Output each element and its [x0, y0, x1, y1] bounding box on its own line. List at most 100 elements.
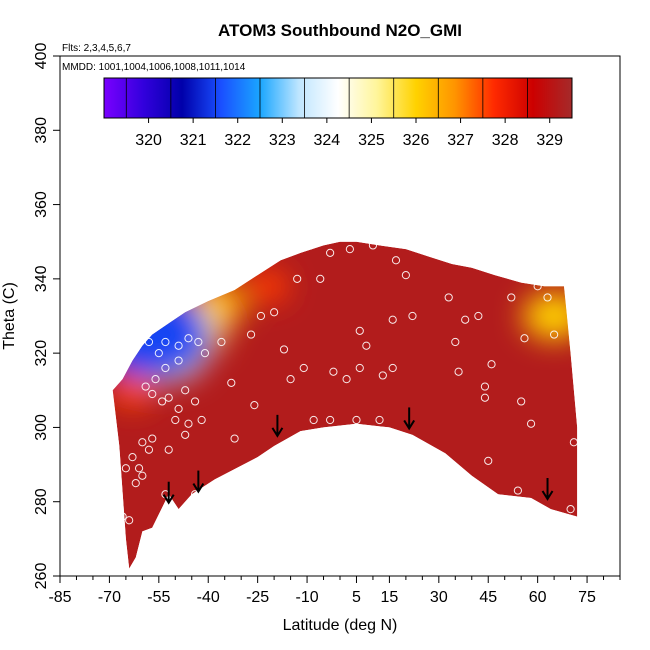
- observation-point: [197, 415, 206, 425]
- y-tick-label: 340: [33, 265, 50, 292]
- observation-point: [480, 393, 490, 402]
- observation-point: [293, 274, 302, 283]
- observation-point: [368, 241, 378, 250]
- observation-point: [345, 245, 354, 254]
- colorbar-tick-label: 323: [269, 132, 296, 149]
- field-anomaly: [245, 270, 290, 303]
- observation-point: [190, 397, 200, 406]
- observation-point: [299, 363, 308, 373]
- flights-annotation: Flts: 2,3,4,5,6,7: [62, 43, 131, 54]
- observation-point: [194, 337, 203, 347]
- colorbar-bar: [103, 77, 573, 119]
- arrow-marker: [403, 407, 416, 431]
- observation-point: [270, 308, 279, 317]
- x-tick-label: 30: [430, 589, 448, 606]
- observation-point: [566, 505, 575, 514]
- observation-point: [148, 434, 157, 443]
- observation-point: [141, 382, 150, 391]
- observation-point: [161, 363, 170, 373]
- x-tick-label: 45: [479, 589, 497, 606]
- observation-point: [401, 271, 410, 280]
- observation-point: [154, 349, 163, 358]
- observation-point: [144, 445, 154, 454]
- observation-point: [375, 415, 384, 425]
- colorbar-tick-label: 325: [358, 132, 385, 149]
- observation-point: [513, 486, 522, 495]
- y-tick-label: 380: [33, 117, 50, 144]
- observation-point: [543, 293, 552, 302]
- observation-point: [507, 293, 516, 302]
- x-tick-label: 15: [381, 589, 399, 606]
- y-tick-label: 320: [33, 340, 50, 367]
- observation-point: [362, 341, 371, 350]
- observation-point: [138, 438, 147, 447]
- colorbar-tick-label: 326: [403, 132, 430, 149]
- field-anomaly: [112, 373, 155, 407]
- observation-point: [246, 330, 256, 339]
- observation-point: [134, 464, 144, 473]
- observation-point: [144, 337, 154, 347]
- downward-arrows: [162, 407, 554, 505]
- observation-point: [444, 293, 453, 302]
- observation-point: [352, 415, 361, 425]
- observation-point: [121, 464, 130, 473]
- x-tick-label: 5: [352, 589, 361, 606]
- observation-point: [158, 397, 167, 406]
- observation-point: [174, 341, 183, 350]
- y-tick-label: 360: [33, 191, 50, 218]
- observation-point: [184, 334, 193, 343]
- x-axis-label: Latitude (deg N): [283, 617, 398, 634]
- y-tick-label: 300: [33, 414, 50, 441]
- observation-point: [517, 397, 526, 406]
- x-tick-label: -25: [246, 589, 269, 606]
- observation-point: [286, 375, 295, 384]
- observation-point: [467, 245, 476, 254]
- observation-point: [128, 453, 137, 462]
- observation-point: [164, 445, 173, 454]
- observation-point: [167, 505, 177, 514]
- chart-title: ATOM3 Southbound N2O_GMI: [218, 21, 462, 40]
- observation-point: [118, 512, 127, 521]
- field-background: [112, 241, 578, 569]
- observation-point: [174, 356, 183, 365]
- observation-point: [355, 326, 364, 335]
- colorbar-tick-label: 322: [224, 132, 251, 149]
- observation-point: [326, 415, 335, 425]
- y-tick-label: 400: [33, 43, 50, 70]
- colorbar-tick-label: 321: [180, 132, 207, 149]
- observation-point: [256, 311, 266, 321]
- observation-point: [326, 248, 335, 257]
- x-tick-label: 60: [529, 589, 547, 606]
- observation-point: [181, 430, 190, 439]
- arrow-marker: [541, 478, 554, 501]
- observation-point: [200, 349, 210, 358]
- observation-point: [190, 490, 200, 499]
- observation-point: [148, 389, 157, 399]
- observation-point: [306, 241, 315, 250]
- observation-point: [279, 345, 289, 354]
- field-anomaly: [112, 290, 211, 379]
- x-tick-label: -70: [98, 589, 121, 606]
- arrow-marker: [162, 481, 175, 505]
- observation-point: [569, 438, 578, 447]
- colorbar-tick-label: 329: [536, 132, 563, 149]
- observation-point: [164, 393, 173, 402]
- colorbar-tick-label: 327: [447, 132, 474, 149]
- colorbar-tick-label: 320: [135, 132, 162, 149]
- observation-point: [550, 330, 559, 339]
- observation-point: [250, 401, 259, 410]
- observation-point: [161, 337, 170, 347]
- observation-point: [151, 375, 160, 384]
- observation-point: [391, 256, 401, 265]
- observation-point: [217, 337, 226, 347]
- n2o-field: [112, 241, 578, 569]
- observation-point: [230, 434, 239, 443]
- x-tick-label: 75: [578, 589, 596, 606]
- colorbar-tick-label: 328: [492, 132, 519, 149]
- arrow-marker: [271, 414, 284, 438]
- observation-point: [461, 315, 470, 324]
- observation-point: [355, 363, 364, 373]
- colorbar-tick-label: 324: [314, 132, 341, 149]
- observation-point: [533, 282, 542, 291]
- observation-point: [171, 415, 180, 425]
